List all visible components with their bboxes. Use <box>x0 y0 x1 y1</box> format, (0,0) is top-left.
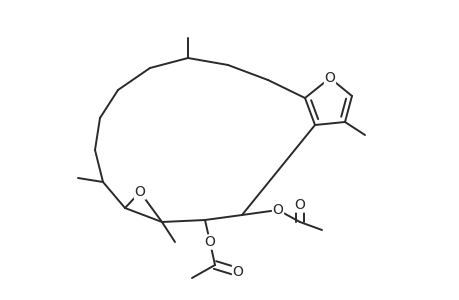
Text: O: O <box>134 185 145 199</box>
Text: O: O <box>232 265 243 279</box>
Text: O: O <box>294 198 305 212</box>
Text: O: O <box>204 235 215 249</box>
Text: O: O <box>272 203 283 217</box>
Text: O: O <box>324 71 335 85</box>
